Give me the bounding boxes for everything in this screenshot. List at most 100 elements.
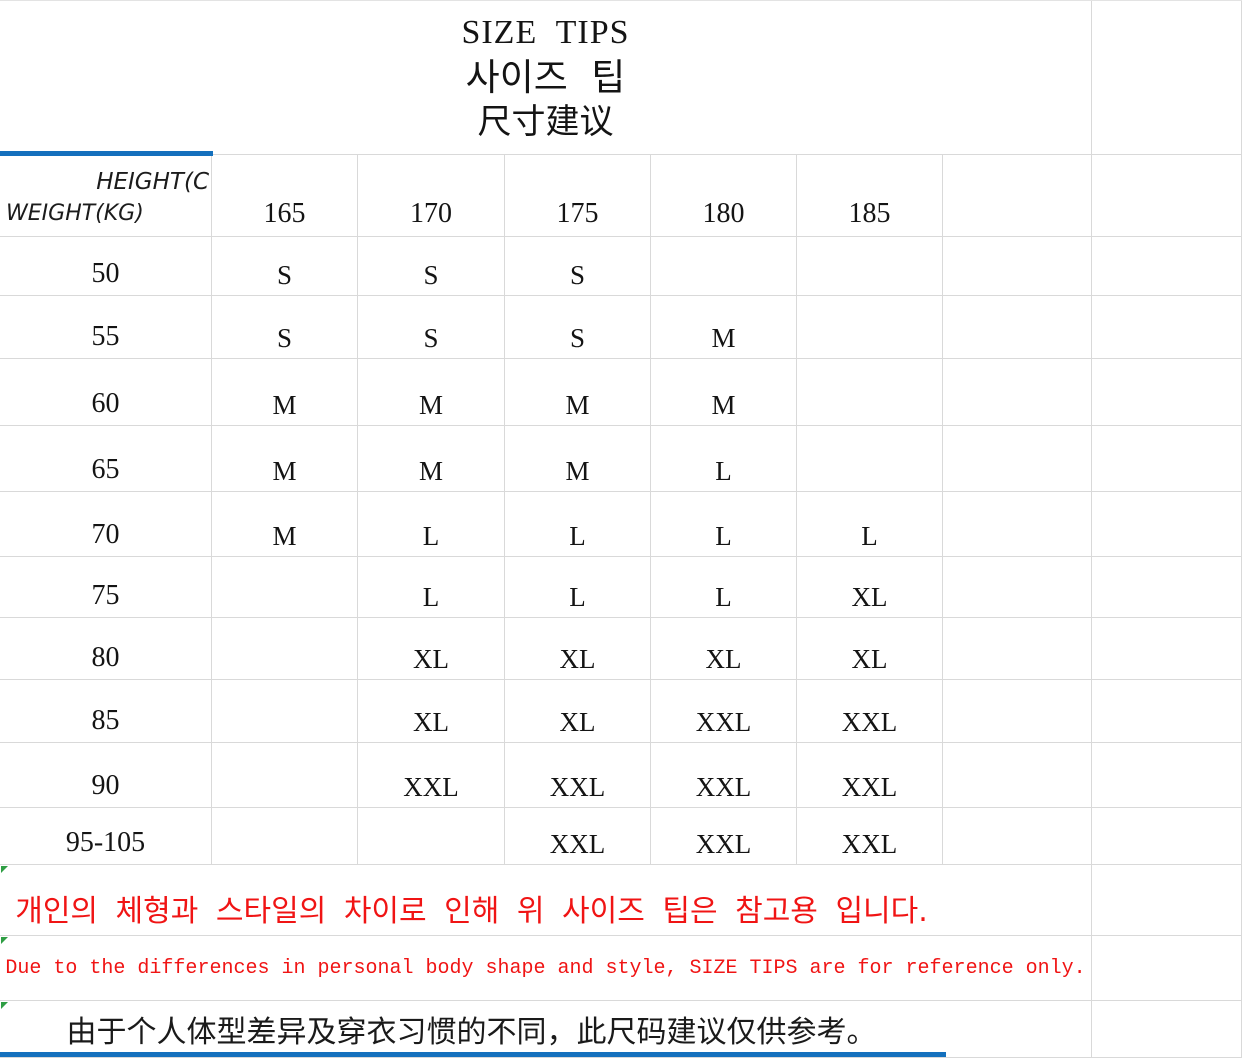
size-cell: M [651,296,797,359]
size-cell: XL [505,680,651,743]
blue-border-top [0,151,213,156]
size-cell: L [651,492,797,557]
size-cell [358,808,505,865]
size-cell: XXL [505,808,651,865]
disclaimer-chinese-cell: 由于个人体型差异及穿衣习惯的不同，此尺码建议仅供参考。 [0,1001,1092,1058]
empty-cell [943,296,1092,359]
size-cell: L [505,557,651,618]
disclaimer-english-cell: Due to the differences in personal body … [0,936,1092,1001]
height-header: 175 [505,155,651,237]
empty-cell [943,680,1092,743]
size-cell: L [797,492,943,557]
size-cell [212,618,358,680]
size-cell: L [358,557,505,618]
size-cell: XXL [797,680,943,743]
size-cell [212,743,358,808]
empty-cell [1092,865,1242,936]
weight-label: 95-105 [0,808,212,865]
size-cell: M [505,426,651,492]
size-cell [212,557,358,618]
empty-cell [1092,155,1242,237]
empty-cell [1092,557,1242,618]
size-cell: L [505,492,651,557]
cell-error-marker-icon [1,937,8,944]
size-cell: XXL [651,680,797,743]
top-gridline [0,0,1242,1]
size-cell: XXL [797,808,943,865]
weight-label: 90 [0,743,212,808]
disclaimer-korean-cell: 개인의 체형과 스타일의 차이로 인해 위 사이즈 팁은 참고용 입니다. [0,865,1092,936]
title-chinese: 尺寸建议 [477,104,614,141]
size-cell: M [212,359,358,426]
size-cell: S [358,237,505,296]
size-cell: M [212,426,358,492]
empty-cell [943,155,1092,237]
size-cell: M [212,492,358,557]
empty-cell [943,359,1092,426]
size-cell [212,680,358,743]
weight-axis-label: WEIGHT(KG) [6,201,144,226]
size-cell: XXL [797,743,943,808]
size-cell: XL [797,618,943,680]
size-cell: XXL [651,808,797,865]
size-cell: S [358,296,505,359]
weight-label: 75 [0,557,212,618]
height-header: 165 [212,155,358,237]
size-cell: S [212,237,358,296]
blue-border-bottom [0,1052,946,1057]
size-cell: M [358,359,505,426]
empty-cell [1092,426,1242,492]
size-cell: S [505,237,651,296]
empty-cell [1092,237,1242,296]
size-cell: S [212,296,358,359]
empty-cell [943,492,1092,557]
size-cell [797,359,943,426]
empty-cell [943,743,1092,808]
empty-cell [1092,743,1242,808]
empty-cell [1092,1001,1242,1058]
axis-corner-cell: HEIGHT(C WEIGHT(KG) [0,155,212,237]
size-cell [797,426,943,492]
size-cell: S [505,296,651,359]
size-cell: XL [358,618,505,680]
size-cell: XXL [358,743,505,808]
empty-cell [1092,492,1242,557]
cell-error-marker-icon [1,1002,8,1009]
empty-cell [943,618,1092,680]
empty-cell [943,237,1092,296]
empty-cell [943,426,1092,492]
size-cell: L [651,557,797,618]
size-cell: M [358,426,505,492]
size-cell: XL [651,618,797,680]
weight-label: 65 [0,426,212,492]
empty-cell [1092,680,1242,743]
height-header: 170 [358,155,505,237]
disclaimer-chinese: 由于个人体型差异及穿衣习惯的不同，此尺码建议仅供参考。 [66,1016,877,1049]
size-cell: XL [505,618,651,680]
size-cell [797,296,943,359]
empty-cell [1092,808,1242,865]
size-cell: XL [358,680,505,743]
cell-error-marker-icon [1,866,8,873]
weight-label: 70 [0,492,212,557]
weight-label: 80 [0,618,212,680]
size-cell [651,237,797,296]
empty-cell [943,557,1092,618]
size-cell: M [651,359,797,426]
title-english: SIZE TIPS [461,14,630,51]
weight-label: 50 [0,237,212,296]
size-cell: L [358,492,505,557]
empty-cell [1092,296,1242,359]
size-cell: XXL [651,743,797,808]
height-axis-label: HEIGHT(C [96,169,209,195]
empty-cell [1092,0,1242,155]
size-cell: XXL [505,743,651,808]
height-header: 185 [797,155,943,237]
size-cell: M [505,359,651,426]
size-cell: XL [797,557,943,618]
weight-label: 60 [0,359,212,426]
empty-cell [1092,359,1242,426]
disclaimer-english: Due to the differences in personal body … [5,956,1086,980]
weight-label: 85 [0,680,212,743]
